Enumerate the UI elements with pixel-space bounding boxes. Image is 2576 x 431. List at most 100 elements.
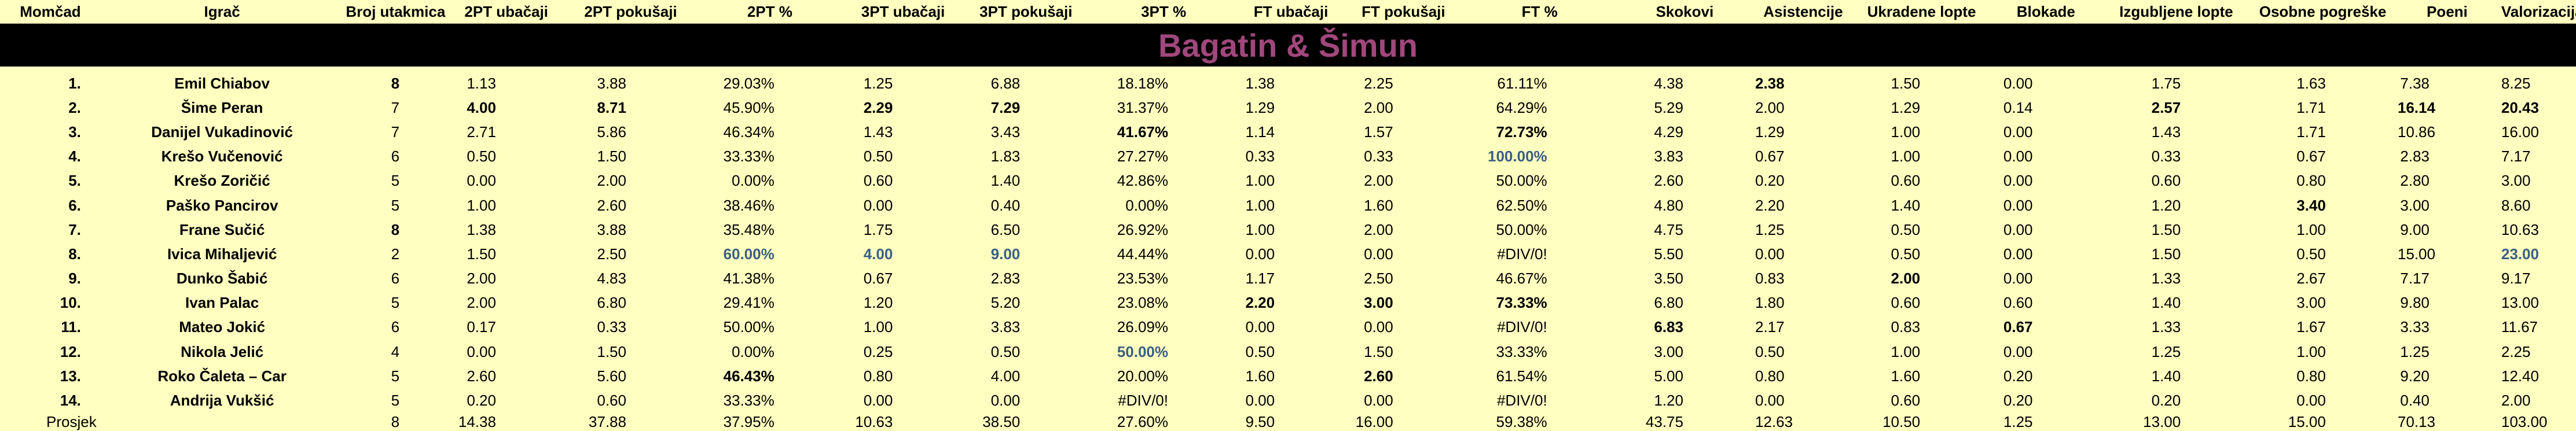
average-cell: 9.50	[1245, 412, 1275, 430]
player-name-cell: Krešo Zoričić	[174, 172, 270, 190]
stat-cell: 33.33%	[723, 392, 775, 410]
stat-cell: 50.00%	[1117, 342, 1168, 360]
stat-cell: 0.00	[863, 196, 893, 214]
rank-cell: 5.	[68, 172, 81, 190]
stat-cell: 1.71	[2296, 123, 2326, 141]
stat-cell: 0.20	[467, 392, 496, 410]
stat-cell: 0.50	[467, 148, 496, 165]
rank-cell: 2.	[68, 98, 81, 116]
rank-cell: 6.	[68, 196, 81, 214]
stat-cell: 1.00	[1891, 148, 1921, 165]
stat-cell: 6.80	[597, 294, 626, 312]
stat-cell: 8	[391, 74, 400, 92]
stat-cell: 0.00	[1245, 245, 1275, 263]
column-header: 3PT ubačaji	[843, 0, 963, 24]
stat-cell: 0.67	[1755, 148, 1785, 165]
stat-cell: 0.00%	[731, 172, 775, 190]
stat-cell: 20.00%	[1117, 367, 1168, 385]
stat-cell: 3.88	[597, 74, 626, 92]
table-row: 12. Nikola Jelić 4 0.00 1.50 0.00% 0.25 0.50 50.…	[0, 340, 2576, 364]
stat-cell: 0.50	[1891, 245, 1921, 263]
average-cell: 10.50	[1883, 412, 1921, 430]
stat-cell: 11.67	[2501, 318, 2538, 336]
stat-cell: 0.00	[467, 342, 496, 360]
stat-cell: 0.50	[1755, 342, 1785, 360]
stat-cell: 1.00	[863, 318, 893, 336]
stat-cell: 2.25	[1364, 74, 1393, 92]
rank-cell: 4.	[68, 148, 81, 165]
stat-cell: 50.00%	[1496, 220, 1547, 238]
player-name-cell: Paško Pancirov	[166, 196, 278, 214]
stat-cell: 0.80	[2296, 367, 2326, 385]
stat-cell: 2.00	[1364, 172, 1393, 190]
stat-cell: 8.25	[2501, 74, 2531, 92]
column-header: FT ubačaji	[1237, 0, 1345, 24]
stat-cell: #DIV/0!	[1496, 245, 1547, 263]
stat-cell: 0.33	[597, 318, 626, 336]
stat-cell: 61.54%	[1496, 367, 1547, 385]
column-header: Igrač	[100, 0, 344, 24]
stat-cell: 4	[391, 342, 400, 360]
stat-cell: 33.33%	[723, 148, 775, 165]
stat-cell: 4.38	[1654, 74, 1683, 92]
stat-cell: 1.60	[1364, 196, 1393, 214]
stat-cell: 5.60	[597, 367, 626, 385]
stat-cell: 6.83	[1654, 318, 1683, 336]
stat-cell: 0.83	[1891, 318, 1921, 336]
stat-cell: 7.17	[2501, 148, 2531, 165]
table-row: 5. Krešo Zoričić 5 0.00 2.00 0.00% 0.60 1.40 42.…	[0, 169, 2576, 193]
stat-cell: 1.75	[2151, 74, 2181, 92]
column-header: 2PT %	[695, 0, 844, 24]
stat-cell: 1.20	[1654, 392, 1683, 410]
column-header: Izgubljene lopte	[2102, 0, 2251, 24]
average-cell: 14.38	[458, 412, 496, 430]
stat-cell: 3.40	[2296, 196, 2326, 214]
player-name-cell: Andrija Vukšić	[170, 392, 274, 410]
stat-cell: 8.71	[597, 98, 626, 116]
rank-cell: 12.	[60, 342, 81, 360]
stat-cell: 5.86	[597, 123, 626, 141]
stat-cell: 1.40	[990, 172, 1021, 190]
player-name-cell: Danijel Vukadinović	[151, 123, 293, 141]
rank-cell: 13.	[60, 367, 81, 385]
stat-cell: 2.83	[2400, 148, 2430, 165]
stat-cell: 46.43%	[723, 367, 775, 385]
stat-cell: 0.00	[2296, 392, 2326, 410]
stat-cell: 1.00	[467, 196, 496, 214]
stat-cell: 35.48%	[723, 220, 775, 238]
stat-cell: 0.00	[1245, 318, 1275, 336]
stat-cell: 2.67	[2296, 270, 2326, 288]
stat-cell: 0.00	[2003, 220, 2033, 238]
stat-cell: 23.08%	[1117, 294, 1168, 312]
stat-cell: 0.00	[1364, 392, 1393, 410]
stat-cell: 0.20	[2003, 392, 2033, 410]
column-header: 3PT %	[1089, 0, 1238, 24]
column-header: Momčad	[0, 0, 101, 24]
stat-cell: 5.20	[990, 294, 1021, 312]
stat-cell: 0.50	[990, 342, 1021, 360]
player-name-cell: Nikola Jelić	[181, 342, 264, 360]
stat-cell: 1.25	[863, 74, 893, 92]
stat-cell: 7.38	[2400, 74, 2430, 92]
stat-cell: 1.20	[2151, 196, 2181, 214]
stat-cell: 0.67	[863, 270, 893, 288]
stat-cell: 0.00	[2003, 245, 2033, 263]
stat-cell: 1.67	[2296, 318, 2326, 336]
stat-cell: 4.80	[1654, 196, 1683, 214]
stat-cell: 8	[391, 220, 400, 238]
player-name-cell: Mateo Jokić	[179, 318, 266, 336]
stat-cell: 0.60	[863, 172, 893, 190]
player-name-cell: Dunko Šabić	[176, 270, 268, 288]
stat-cell: 6	[391, 270, 400, 288]
rank-cell: 3.	[68, 123, 81, 141]
average-cell: 16.00	[1355, 412, 1393, 430]
stat-cell: 1.43	[863, 123, 893, 141]
stat-cell: 3.00	[1364, 294, 1393, 312]
stat-cell: 6.50	[990, 220, 1021, 238]
stat-cell: 0.40	[990, 196, 1021, 214]
average-cell: 70.13	[2397, 412, 2435, 430]
stat-cell: 2.50	[597, 245, 626, 263]
stat-cell: 0.80	[2296, 172, 2326, 190]
stat-cell: 1.63	[2296, 74, 2326, 92]
